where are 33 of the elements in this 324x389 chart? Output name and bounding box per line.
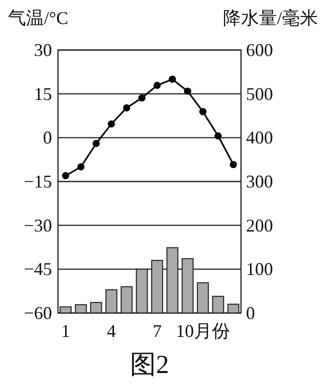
point <box>77 163 84 170</box>
y-axis-title: 气温/°C <box>8 8 68 28</box>
point <box>62 172 70 180</box>
point <box>214 132 222 140</box>
y-tick-label: −60 <box>24 303 52 323</box>
point <box>138 94 146 102</box>
x-tick-label: 7 <box>152 321 162 341</box>
y-tick-label: −30 <box>24 215 52 236</box>
x-tick-label: 4 <box>106 321 116 341</box>
y2-tick-label: 100 <box>246 259 273 280</box>
x-tick-label: 10月份 <box>176 321 230 341</box>
y-tick-label: −45 <box>24 259 52 280</box>
point <box>154 82 161 89</box>
y2-tick-label: 300 <box>246 172 273 192</box>
y-tick-label: 15 <box>34 84 52 104</box>
y2-tick-label: 600 <box>246 40 273 60</box>
x-tick-label: 1 <box>61 321 70 341</box>
point <box>184 88 192 95</box>
y-tick-label: 30 <box>34 40 52 60</box>
point <box>230 160 237 168</box>
y2-tick-label: 400 <box>246 128 273 148</box>
point <box>108 120 115 128</box>
point <box>168 76 176 83</box>
point <box>92 140 100 148</box>
text: 图2 <box>130 350 169 379</box>
y-tick-label: 0 <box>43 128 52 148</box>
y2-tick-label: 500 <box>246 84 273 104</box>
y2-tick-label: 200 <box>246 215 273 236</box>
y-tick-label: −15 <box>24 172 52 192</box>
point <box>199 108 206 116</box>
y2-tick-label: 0 <box>246 303 255 323</box>
point <box>123 104 130 112</box>
y2-axis-title: 降水量/毫米 <box>222 8 318 28</box>
